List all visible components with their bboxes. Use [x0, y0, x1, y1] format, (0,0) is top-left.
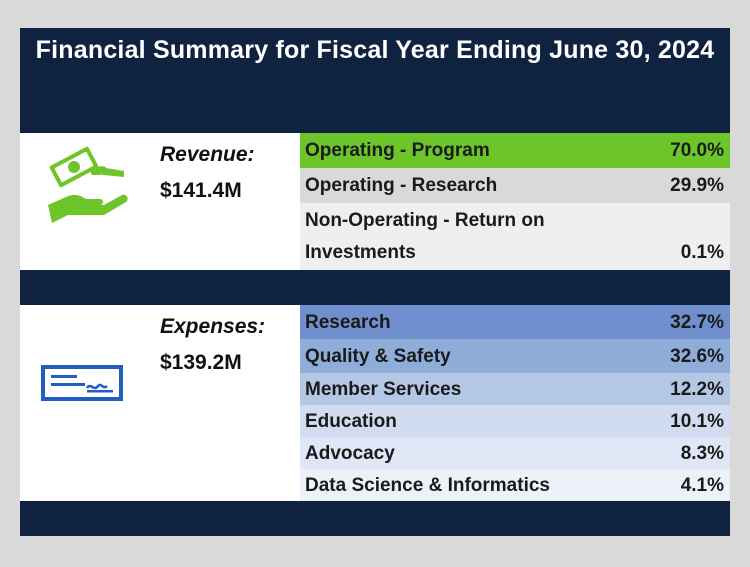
row-name: Member Services: [305, 379, 462, 400]
table-row: Data Science & Informatics 4.1%: [300, 469, 730, 501]
table-row: Quality & Safety 32.6%: [300, 339, 730, 373]
row-percent: 12.2%: [670, 379, 724, 400]
hand-money-icon: [48, 146, 128, 223]
expenses-amount: $139.2M: [160, 351, 242, 374]
check-icon: [41, 365, 123, 401]
row-percent: 0.1%: [680, 242, 724, 263]
revenue-section: Revenue: $141.4M Operating - Program 70.…: [20, 133, 730, 270]
table-row: Research 32.7%: [300, 305, 730, 339]
row-percent: 70.0%: [670, 140, 724, 161]
row-percent: 32.6%: [670, 346, 724, 367]
row-name: Education: [305, 411, 397, 432]
row-name: Operating - Program: [305, 140, 490, 161]
table-row: Operating - Program 70.0%: [300, 133, 730, 168]
table-row: Advocacy 8.3%: [300, 437, 730, 469]
row-name: Data Science & Informatics: [305, 475, 550, 496]
row-percent: 32.7%: [670, 312, 724, 333]
row-name-line1: Non-Operating - Return on: [305, 210, 545, 231]
table-row: Non-Operating - Return on Investments 0.…: [300, 203, 730, 270]
row-name: Operating - Research: [305, 175, 498, 196]
summary-panel: Financial Summary for Fiscal Year Ending…: [20, 28, 730, 536]
row-percent: 4.1%: [680, 475, 724, 496]
page-title: Financial Summary for Fiscal Year Ending…: [35, 36, 715, 64]
revenue-label: Revenue:: [160, 143, 255, 166]
row-name-line2: Investments: [305, 242, 416, 263]
expenses-section: Expenses: $139.2M Research 32.7% Quality…: [20, 305, 730, 501]
revenue-amount: $141.4M: [160, 179, 242, 202]
row-name: Research: [305, 312, 391, 333]
table-row: Education 10.1%: [300, 405, 730, 437]
row-percent: 29.9%: [670, 175, 724, 196]
row-percent: 10.1%: [670, 411, 724, 432]
row-percent: 8.3%: [680, 443, 724, 464]
row-name: Advocacy: [305, 443, 395, 464]
table-row: Operating - Research 29.9%: [300, 168, 730, 203]
table-row: Member Services 12.2%: [300, 373, 730, 405]
row-name: Quality & Safety: [305, 346, 451, 367]
expenses-label: Expenses:: [160, 315, 266, 338]
